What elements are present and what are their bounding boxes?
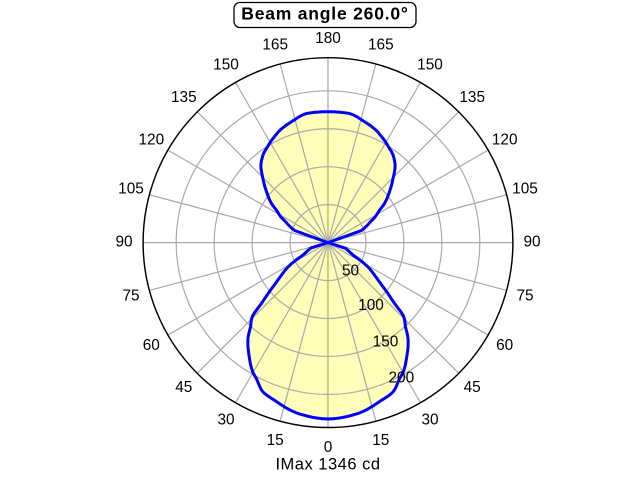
svg-text:150: 150: [417, 57, 443, 74]
svg-text:90: 90: [115, 233, 132, 250]
svg-text:135: 135: [459, 89, 485, 106]
svg-text:165: 165: [368, 36, 394, 53]
svg-text:120: 120: [492, 131, 518, 148]
svg-text:IMax 1346 cd: IMax 1346 cd: [275, 456, 380, 474]
svg-text:165: 165: [262, 36, 288, 53]
svg-text:100: 100: [358, 297, 384, 314]
svg-text:105: 105: [118, 181, 144, 198]
svg-text:30: 30: [421, 412, 438, 429]
svg-text:0: 0: [324, 439, 333, 456]
svg-text:135: 135: [171, 89, 197, 106]
svg-text:200: 200: [388, 369, 414, 386]
svg-text:105: 105: [512, 181, 538, 198]
svg-text:120: 120: [138, 131, 164, 148]
svg-text:15: 15: [372, 432, 389, 449]
svg-text:45: 45: [175, 379, 192, 396]
svg-text:30: 30: [217, 412, 234, 429]
svg-text:60: 60: [143, 337, 160, 354]
svg-text:60: 60: [496, 337, 513, 354]
svg-text:75: 75: [122, 288, 139, 305]
svg-text:15: 15: [267, 432, 284, 449]
svg-text:45: 45: [464, 379, 481, 396]
svg-text:180: 180: [315, 30, 341, 47]
svg-text:150: 150: [213, 57, 239, 74]
svg-text:Beam angle 260.0°: Beam angle 260.0°: [241, 3, 409, 23]
svg-text:150: 150: [373, 333, 399, 350]
svg-text:90: 90: [523, 233, 540, 250]
svg-text:75: 75: [516, 288, 533, 305]
svg-text:50: 50: [342, 262, 359, 279]
